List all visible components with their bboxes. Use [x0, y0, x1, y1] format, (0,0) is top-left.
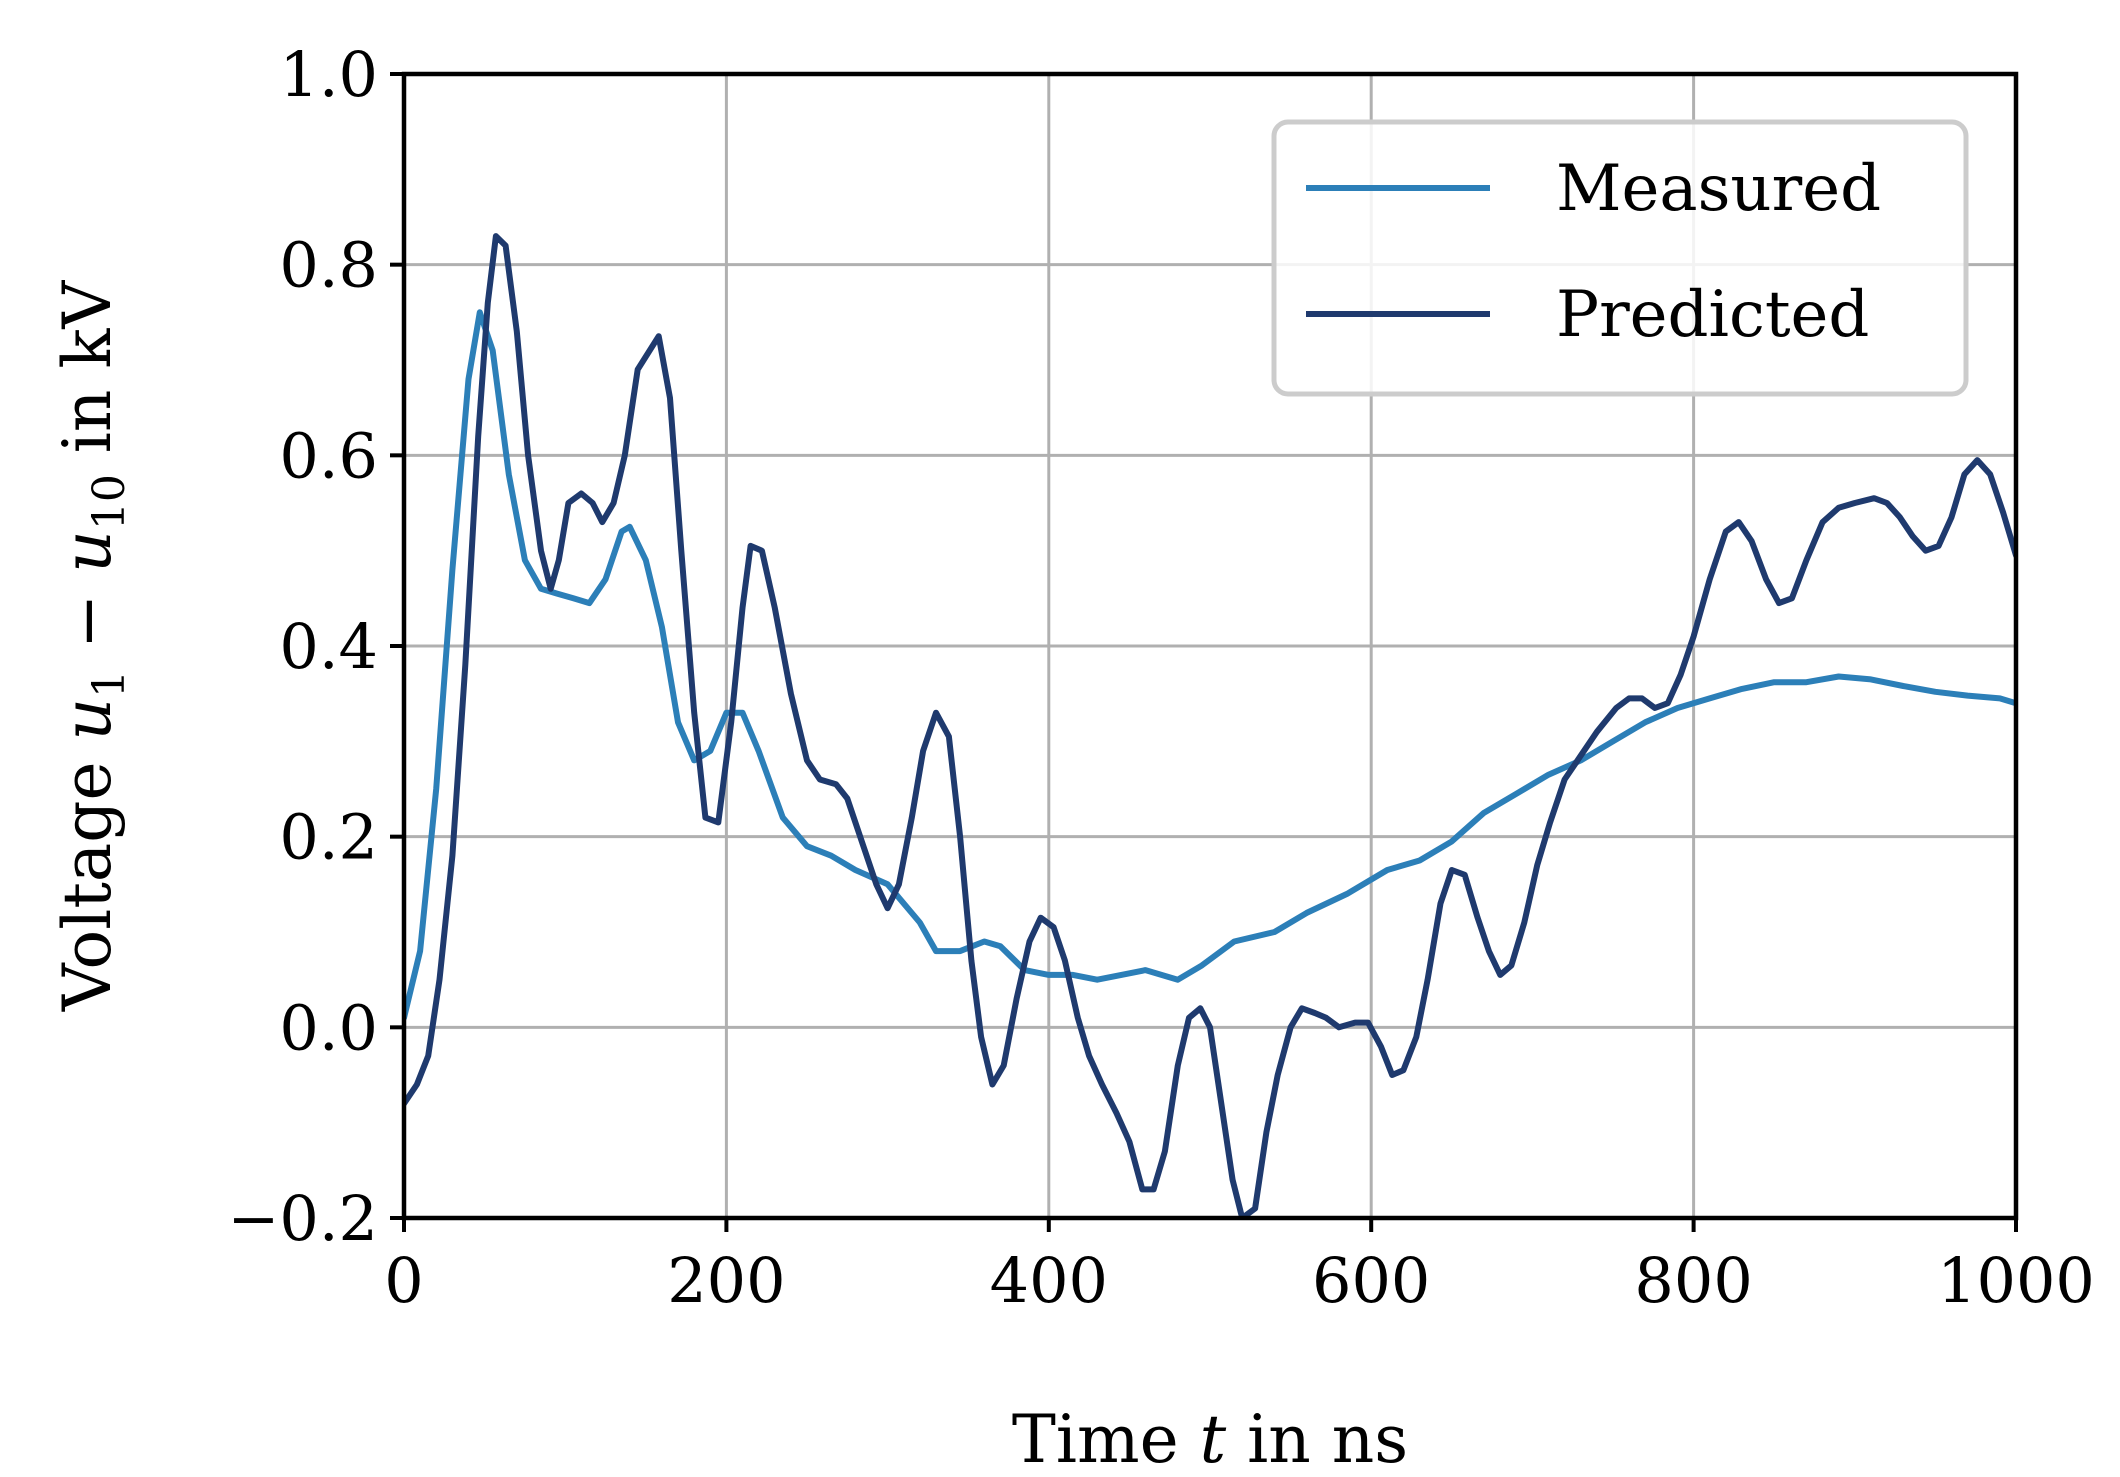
y-tick-label-5: 0.8: [279, 229, 378, 302]
y-axis-title: Voltage u1 − u10 in kV: [49, 280, 135, 1012]
legend-label-measured: Measured: [1556, 152, 1881, 226]
series-line-measured: [404, 309, 2016, 1021]
y-tick-label-4: 0.6: [279, 419, 378, 492]
x-tick-label-4: 800: [1634, 1244, 1752, 1317]
series-line-predicted: [404, 233, 2016, 1218]
y-tick-label-6: 1.0: [279, 38, 378, 111]
y-tick-label-3: 0.4: [279, 610, 378, 683]
y-tick-label-2: 0.2: [279, 801, 378, 874]
axis-ticks: 0 200 400 600 800 1000 −0.2 0.0 0.2 0.4 0.6 0.8 1.0: [227, 38, 2094, 1317]
legend: Measured Predicted: [1271, 119, 1969, 397]
x-tick-label-2: 400: [990, 1244, 1108, 1317]
series-group: [404, 233, 2016, 1218]
y-tick-label-1: 0.0: [279, 991, 378, 1064]
x-axis-title: Time t in ns: [1012, 1401, 1408, 1477]
x-tick-label-0: 0: [384, 1244, 423, 1317]
y-tick-label-0: −0.2: [227, 1182, 378, 1255]
legend-label-predicted: Predicted: [1556, 278, 1869, 352]
x-tick-label-3: 600: [1312, 1244, 1430, 1317]
x-tick-label-5: 1000: [1937, 1244, 2095, 1317]
x-tick-label-1: 200: [667, 1244, 785, 1317]
